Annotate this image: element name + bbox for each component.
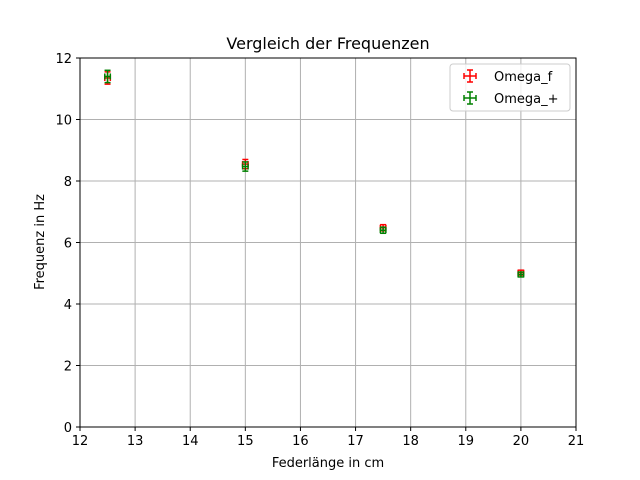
x-axis-ticks: 12 13 14 15 16 17 18 19 20 21 [72, 427, 585, 449]
x-tick-label: 21 [568, 434, 585, 449]
x-axis-label: Federlänge in cm [272, 456, 384, 471]
legend-label: Omega_+ [494, 92, 559, 107]
y-tick-label: 10 [55, 114, 72, 129]
legend: Omega_f Omega_+ [449, 63, 571, 112]
x-tick-label: 18 [402, 434, 419, 449]
y-tick-label: 4 [64, 298, 72, 313]
x-tick-label: 19 [458, 434, 475, 449]
chart-title: Vergleich der Frequenzen [226, 34, 429, 53]
y-tick-label: 8 [64, 175, 72, 190]
legend-label: Omega_f [494, 70, 553, 85]
y-tick-label: 6 [64, 237, 72, 252]
y-axis-ticks: 0 2 4 6 8 10 12 [55, 52, 80, 436]
y-tick-label: 2 [64, 360, 72, 375]
x-tick-label: 12 [72, 434, 89, 449]
series-1 [104, 69, 525, 278]
y-tick-label: 12 [55, 52, 72, 67]
x-tick-label: 16 [292, 434, 309, 449]
data-series [104, 69, 525, 278]
x-tick-label: 13 [127, 434, 144, 449]
legend-item: Omega_f [463, 69, 553, 85]
legend-item: Omega_+ [463, 91, 559, 107]
grid-lines [79, 57, 577, 428]
legend-box [449, 63, 571, 112]
y-tick-label: 0 [64, 421, 72, 436]
x-tick-label: 15 [237, 434, 254, 449]
x-tick-label: 20 [513, 434, 530, 449]
x-tick-label: 17 [347, 434, 364, 449]
y-axis-label: Frequenz in Hz [33, 194, 48, 290]
x-tick-label: 14 [182, 434, 199, 449]
